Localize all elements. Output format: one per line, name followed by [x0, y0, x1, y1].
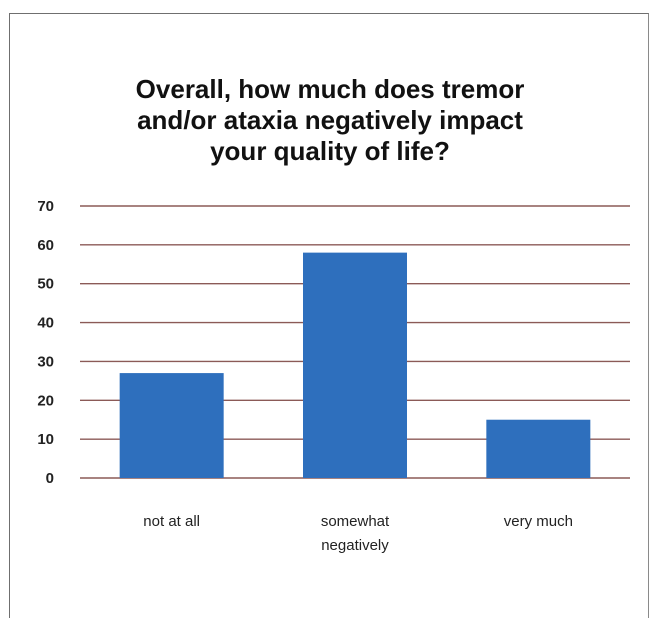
chart-frame: [9, 13, 649, 618]
chart-title: Overall, how much does tremor and/or ata…: [135, 74, 525, 166]
y-tick-label: 0: [46, 470, 54, 487]
y-tick-label: 30: [37, 353, 54, 370]
y-tick-label: 50: [37, 276, 54, 293]
x-tick-label: not at all: [143, 513, 200, 530]
y-tick-label: 70: [37, 198, 54, 215]
x-axis-ticks: not at all somewhat negatively very much: [143, 513, 573, 554]
bar: [486, 419, 591, 478]
x-tick-label: somewhat negatively: [321, 513, 390, 554]
y-tick-label: 40: [37, 315, 54, 332]
y-axis-ticks: 0 10 20 30 40 50 60 70: [37, 198, 54, 487]
y-tick-label: 20: [37, 392, 54, 409]
y-tick-label: 60: [37, 237, 54, 254]
bars: [119, 252, 591, 478]
x-tick-label: very much: [504, 513, 573, 530]
bar: [119, 373, 224, 478]
bar: [303, 252, 407, 478]
y-tick-label: 10: [37, 431, 54, 448]
